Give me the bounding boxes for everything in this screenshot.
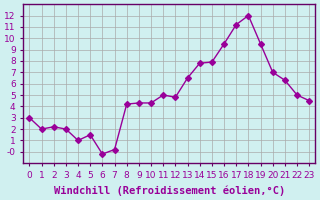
X-axis label: Windchill (Refroidissement éolien,°C): Windchill (Refroidissement éolien,°C) [54, 185, 285, 196]
